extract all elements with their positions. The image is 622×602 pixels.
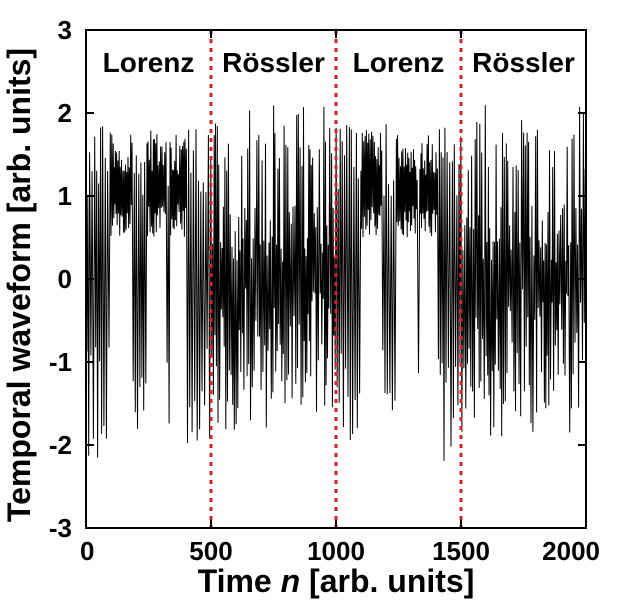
- region-label: Lorenz: [103, 47, 195, 78]
- x-tick-label: 500: [189, 536, 232, 566]
- y-tick-label: 2: [58, 98, 72, 128]
- x-tick-label: 1000: [307, 536, 365, 566]
- region-label: Rössler: [222, 47, 325, 78]
- y-axis-title: Temporal waveform [arb. units]: [1, 48, 37, 522]
- y-tick-label: 3: [58, 15, 72, 45]
- region-label: Lorenz: [353, 47, 445, 78]
- x-tick-label: 2000: [542, 536, 600, 566]
- x-tick-label: 1500: [432, 536, 490, 566]
- y-tick-label: -3: [49, 513, 72, 543]
- y-tick-label: 0: [58, 264, 72, 294]
- x-axis-title: Time n [arb. units]: [198, 563, 475, 599]
- y-tick-label: -2: [49, 430, 72, 460]
- region-label: Rössler: [472, 47, 575, 78]
- y-tick-label: 1: [58, 181, 72, 211]
- y-tick-label: -1: [49, 347, 72, 377]
- waveform-line: [86, 105, 586, 461]
- x-tick-label: 0: [80, 536, 94, 566]
